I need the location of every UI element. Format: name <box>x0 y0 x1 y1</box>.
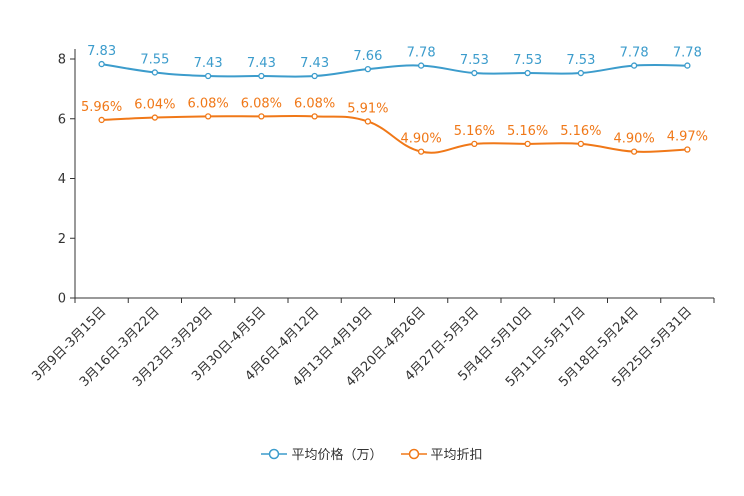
data-label: 7.66 <box>353 49 382 64</box>
data-point <box>258 113 265 120</box>
data-label: 6.08% <box>241 96 282 111</box>
data-point <box>151 69 159 76</box>
data-point <box>524 69 531 77</box>
y-tick-label: 6 <box>58 112 66 127</box>
data-label: 5.16% <box>560 124 601 139</box>
data-point <box>364 118 372 125</box>
data-label: 7.53 <box>513 53 542 68</box>
y-tick-label: 0 <box>58 292 66 307</box>
data-label: 6.08% <box>187 96 228 111</box>
data-label: 5.96% <box>81 100 122 115</box>
data-label: 5.16% <box>454 124 495 139</box>
data-label: 4.97% <box>667 130 708 145</box>
data-label: 6.08% <box>294 96 335 111</box>
data-point <box>98 60 105 68</box>
data-point <box>524 140 531 147</box>
data-label: 7.53 <box>460 53 489 68</box>
data-label: 7.83 <box>87 44 116 59</box>
data-label: 4.90% <box>613 132 654 147</box>
data-label: 7.78 <box>673 46 702 61</box>
data-point <box>684 146 691 153</box>
data-label: 7.53 <box>566 53 595 68</box>
data-point <box>311 72 318 80</box>
data-label: 4.90% <box>400 132 441 147</box>
y-tick-label: 2 <box>58 232 66 247</box>
data-point <box>151 114 159 121</box>
data-label: 7.43 <box>300 56 329 71</box>
series-line-1 <box>101 114 688 154</box>
line-chart: 024683月9日-3月15日3月16日-3月22日3月23日-3月29日3月3… <box>30 44 715 390</box>
data-label: 5.16% <box>507 124 548 139</box>
data-point <box>204 113 212 120</box>
data-point <box>471 140 478 147</box>
data-point <box>258 72 265 80</box>
data-point <box>630 62 638 69</box>
series-line-0 <box>101 63 688 78</box>
data-point <box>311 113 318 120</box>
legend-label-discount: 平均折扣 <box>430 448 483 463</box>
data-label: 7.78 <box>620 46 649 61</box>
data-point <box>364 66 372 73</box>
legend-discount-marker-icon <box>400 448 427 459</box>
data-label: 7.43 <box>194 56 223 71</box>
data-label: 6.04% <box>134 98 175 113</box>
chart-legend: 平均价格（万） 平均折扣 <box>0 444 744 463</box>
legend-label-price: 平均价格（万） <box>291 448 383 463</box>
data-point <box>684 62 691 69</box>
data-point <box>630 148 638 155</box>
data-point <box>98 116 105 124</box>
legend-item-discount[interactable]: 平均折扣 <box>400 444 483 463</box>
data-label: 5.91% <box>347 101 388 116</box>
data-point <box>417 148 425 155</box>
y-tick-label: 4 <box>58 172 66 187</box>
data-point <box>577 69 585 77</box>
legend-price-marker-icon <box>261 448 288 459</box>
data-point <box>471 69 478 77</box>
data-point <box>417 62 425 69</box>
data-label: 7.78 <box>407 46 436 61</box>
data-point <box>577 140 585 147</box>
data-label: 7.43 <box>247 56 276 71</box>
legend-item-price[interactable]: 平均价格（万） <box>261 444 383 463</box>
y-tick-label: 8 <box>58 53 66 68</box>
data-label: 7.55 <box>140 52 169 67</box>
data-point <box>204 72 212 80</box>
